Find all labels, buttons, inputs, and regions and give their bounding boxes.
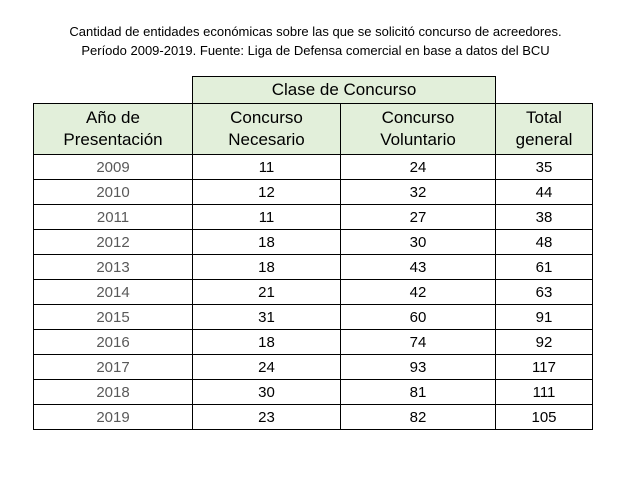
necesario-cell: 21	[192, 279, 341, 305]
table-row: 2019 23 82 105	[33, 404, 593, 430]
year-cell: 2019	[33, 404, 193, 430]
year-cell: 2015	[33, 304, 193, 330]
voluntario-cell: 30	[340, 229, 496, 255]
table-row: 2016 18 74 92	[33, 329, 593, 355]
table-body: 2009 11 24 35 2010 12 32 44 2011 11 27 38 2012 18 30 48…	[33, 154, 593, 430]
necesario-cell: 24	[192, 354, 341, 380]
necesario-cell: 23	[192, 404, 341, 430]
table-caption: Cantidad de entidades económicas sobre l…	[0, 22, 631, 60]
voluntario-cell: 81	[340, 379, 496, 405]
voluntario-cell: 43	[340, 254, 496, 280]
voluntario-cell: 74	[340, 329, 496, 355]
concurso-table: Clase de Concurso Año de Presentación Co…	[33, 76, 593, 430]
caption-line-1: Cantidad de entidades económicas sobre l…	[69, 24, 562, 39]
total-cell: 61	[495, 254, 593, 280]
column-header-row: Año de Presentación Concurso Necesario C…	[33, 103, 593, 155]
necesario-cell: 11	[192, 204, 341, 230]
necesario-cell: 11	[192, 154, 341, 180]
header-voluntario: Concurso Voluntario	[340, 103, 496, 155]
year-cell: 2017	[33, 354, 193, 380]
voluntario-cell: 42	[340, 279, 496, 305]
year-cell: 2013	[33, 254, 193, 280]
necesario-cell: 12	[192, 179, 341, 205]
header-necesario: Concurso Necesario	[192, 103, 341, 155]
table-row: 2009 11 24 35	[33, 154, 593, 180]
table-row: 2015 31 60 91	[33, 304, 593, 330]
year-cell: 2010	[33, 179, 193, 205]
table-row: 2013 18 43 61	[33, 254, 593, 280]
header-total: Total general	[495, 103, 593, 155]
necesario-cell: 18	[192, 254, 341, 280]
total-cell: 111	[495, 379, 593, 405]
year-cell: 2018	[33, 379, 193, 405]
total-cell: 38	[495, 204, 593, 230]
table-row: 2018 30 81 111	[33, 379, 593, 405]
year-cell: 2016	[33, 329, 193, 355]
total-cell: 44	[495, 179, 593, 205]
year-cell: 2012	[33, 229, 193, 255]
table-row: 2017 24 93 117	[33, 354, 593, 380]
total-cell: 117	[495, 354, 593, 380]
voluntario-cell: 60	[340, 304, 496, 330]
total-cell: 91	[495, 304, 593, 330]
necesario-cell: 31	[192, 304, 341, 330]
year-cell: 2011	[33, 204, 193, 230]
caption-line-2: Período 2009-2019. Fuente: Liga de Defen…	[81, 43, 550, 58]
group-header-row: Clase de Concurso	[34, 76, 593, 104]
necesario-cell: 18	[192, 329, 341, 355]
year-cell: 2009	[33, 154, 193, 180]
table-row: 2011 11 27 38	[33, 204, 593, 230]
voluntario-cell: 82	[340, 404, 496, 430]
voluntario-cell: 27	[340, 204, 496, 230]
table-row: 2012 18 30 48	[33, 229, 593, 255]
voluntario-cell: 24	[340, 154, 496, 180]
total-cell: 35	[495, 154, 593, 180]
voluntario-cell: 32	[340, 179, 496, 205]
table-row: 2014 21 42 63	[33, 279, 593, 305]
necesario-cell: 30	[192, 379, 341, 405]
total-cell: 48	[495, 229, 593, 255]
total-cell: 63	[495, 279, 593, 305]
group-header-clase-de-concurso: Clase de Concurso	[192, 76, 496, 104]
total-cell: 105	[495, 404, 593, 430]
necesario-cell: 18	[192, 229, 341, 255]
header-year: Año de Presentación	[33, 103, 193, 155]
table-row: 2010 12 32 44	[33, 179, 593, 205]
total-cell: 92	[495, 329, 593, 355]
year-cell: 2014	[33, 279, 193, 305]
voluntario-cell: 93	[340, 354, 496, 380]
